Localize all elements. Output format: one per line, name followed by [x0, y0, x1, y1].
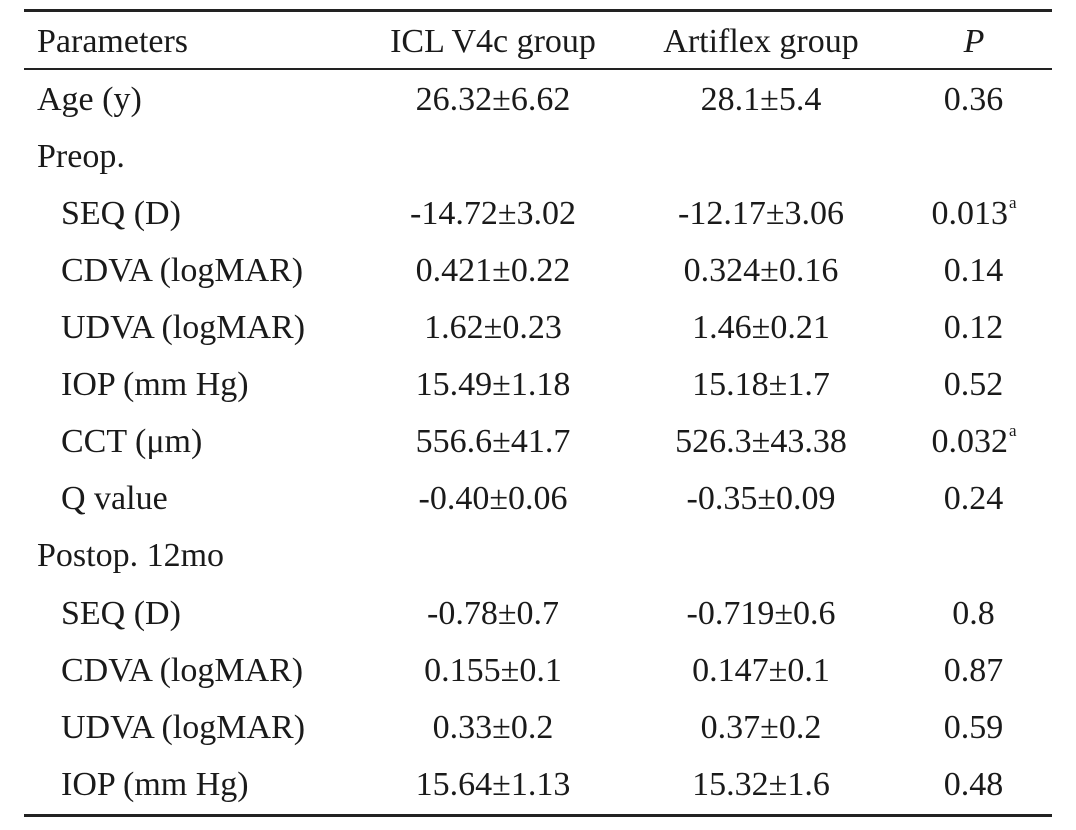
- table-bottom-rule: [24, 814, 1052, 817]
- row-artiflex-value: 15.18±1.7: [692, 366, 830, 403]
- row-artiflex-value: -12.17±3.06: [678, 195, 844, 232]
- row-label: SEQ (D): [61, 595, 181, 632]
- row-label: SEQ (D): [61, 195, 181, 232]
- row-artiflex-value: 28.1±5.4: [700, 81, 822, 118]
- row-artiflex-value: -0.719±0.6: [686, 595, 836, 632]
- row-label: Age (y): [37, 81, 142, 118]
- table-top-rule: [24, 9, 1052, 12]
- table-row: CDVA (logMAR) 0.421±0.22 0.324±0.16 0.14: [0, 242, 1076, 299]
- row-artiflex-value: 0.37±0.2: [700, 709, 822, 746]
- table-row: UDVA (logMAR) 0.33±0.2 0.37±0.2 0.59: [0, 699, 1076, 756]
- row-label: CDVA (logMAR): [61, 652, 304, 689]
- row-p-cell: [912, 128, 1036, 185]
- row-artiflex-value: 0.147±0.1: [692, 652, 830, 689]
- table-row: Age (y) 26.32±6.62 28.1±5.4 0.36: [0, 71, 1076, 128]
- row-p-cell: 0.14: [912, 242, 1036, 299]
- row-icl-value: 556.6±41.7: [415, 423, 571, 460]
- row-p-value: 0.59: [943, 709, 1004, 746]
- row-p-cell: 0.24: [912, 470, 1036, 527]
- row-p-cell: 0.12: [912, 299, 1036, 356]
- row-artiflex-value: 526.3±43.38: [675, 423, 847, 460]
- row-label: CDVA (logMAR): [61, 252, 304, 289]
- table-row: IOP (mm Hg) 15.64±1.13 15.32±1.6 0.48: [0, 756, 1076, 813]
- table-row: IOP (mm Hg) 15.49±1.18 15.18±1.7 0.52: [0, 356, 1076, 413]
- row-p-superscript: a: [1008, 420, 1017, 440]
- row-p-cell: 0.52: [912, 356, 1036, 413]
- row-p-value: 0.14: [943, 252, 1004, 289]
- table-section-row: Postop. 12mo: [0, 527, 1076, 584]
- row-p-superscript: a: [1008, 192, 1017, 212]
- row-icl-value: 15.64±1.13: [415, 766, 571, 803]
- row-p-cell: 0.36: [912, 71, 1036, 128]
- row-p-value: 0.87: [943, 652, 1004, 689]
- row-p-value: 0.52: [943, 366, 1004, 403]
- header-p-value: P: [963, 23, 985, 60]
- row-label: IOP (mm Hg): [61, 366, 249, 403]
- table-section-row: Preop.: [0, 128, 1076, 185]
- table-row: SEQ (D) -0.78±0.7 -0.719±0.6 0.8: [0, 585, 1076, 642]
- row-p-value: 0.24: [943, 480, 1004, 517]
- row-icl-value: 15.49±1.18: [415, 366, 571, 403]
- section-label: Preop.: [37, 138, 125, 175]
- row-icl-value: -0.78±0.7: [427, 595, 559, 632]
- row-icl-value: 0.155±0.1: [424, 652, 562, 689]
- table-row: UDVA (logMAR) 1.62±0.23 1.46±0.21 0.12: [0, 299, 1076, 356]
- header-parameters: Parameters: [37, 23, 189, 60]
- row-p-value: 0.032: [931, 423, 1008, 460]
- table-row: Q value -0.40±0.06 -0.35±0.09 0.24: [0, 470, 1076, 527]
- row-p-value: 0.013: [931, 195, 1008, 232]
- row-p-cell: 0.59: [912, 699, 1036, 756]
- row-icl-value: -14.72±3.02: [410, 195, 576, 232]
- row-p-cell: 0.013a: [912, 185, 1036, 242]
- row-icl-value: 26.32±6.62: [415, 81, 571, 118]
- row-p-cell: 0.032a: [912, 413, 1036, 470]
- row-icl-value: 0.421±0.22: [415, 252, 571, 289]
- table-row: CCT (μm) 556.6±41.7 526.3±43.38 0.032a: [0, 413, 1076, 470]
- row-label: CCT (μm): [61, 423, 203, 460]
- section-label: Postop. 12mo: [37, 537, 225, 574]
- row-p-cell: 0.48: [912, 756, 1036, 813]
- row-artiflex-value: 1.46±0.21: [692, 309, 830, 346]
- table-header-rule: [24, 68, 1052, 70]
- table-row: SEQ (D) -14.72±3.02 -12.17±3.06 0.013a: [0, 185, 1076, 242]
- row-artiflex-value: 15.32±1.6: [692, 766, 830, 803]
- row-label: Q value: [61, 480, 168, 517]
- row-label: IOP (mm Hg): [61, 766, 249, 803]
- row-p-value: 0.12: [943, 309, 1004, 346]
- row-artiflex-value: -0.35±0.09: [686, 480, 836, 517]
- row-label: UDVA (logMAR): [61, 309, 306, 346]
- row-p-value: 0.36: [943, 81, 1004, 118]
- row-icl-value: 0.33±0.2: [432, 709, 554, 746]
- row-p-cell: 0.87: [912, 642, 1036, 699]
- row-label: UDVA (logMAR): [61, 709, 306, 746]
- row-p-cell: [912, 527, 1036, 584]
- header-icl-group: ICL V4c group: [390, 23, 596, 60]
- row-p-value: 0.48: [943, 766, 1004, 803]
- table-header-row: Parameters ICL V4c group Artiflex group …: [0, 13, 1076, 70]
- row-icl-value: -0.40±0.06: [418, 480, 568, 517]
- row-p-value: 0.8: [952, 595, 995, 632]
- row-artiflex-value: 0.324±0.16: [683, 252, 839, 289]
- header-artiflex-group: Artiflex group: [663, 23, 859, 60]
- table-row: CDVA (logMAR) 0.155±0.1 0.147±0.1 0.87: [0, 642, 1076, 699]
- row-icl-value: 1.62±0.23: [424, 309, 562, 346]
- row-p-cell: 0.8: [912, 585, 1036, 642]
